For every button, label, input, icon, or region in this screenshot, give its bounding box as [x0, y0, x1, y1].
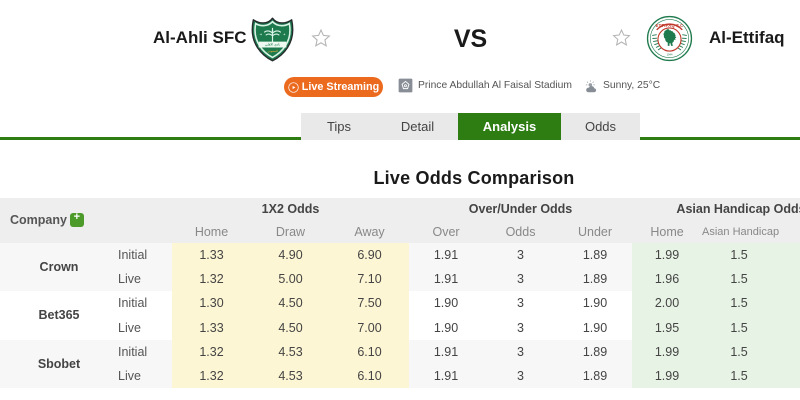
svg-text:السعودي: السعودي	[267, 49, 277, 53]
svg-text:ETTIFAQ F.C: ETTIFAQ F.C	[656, 23, 684, 28]
svg-text:هـ: هـ	[282, 33, 286, 36]
svg-text:1944: 1944	[667, 52, 673, 56]
svg-text:نادي الاهلي: نادي الاهلي	[265, 43, 280, 47]
svg-text:هـ: هـ	[259, 33, 263, 36]
